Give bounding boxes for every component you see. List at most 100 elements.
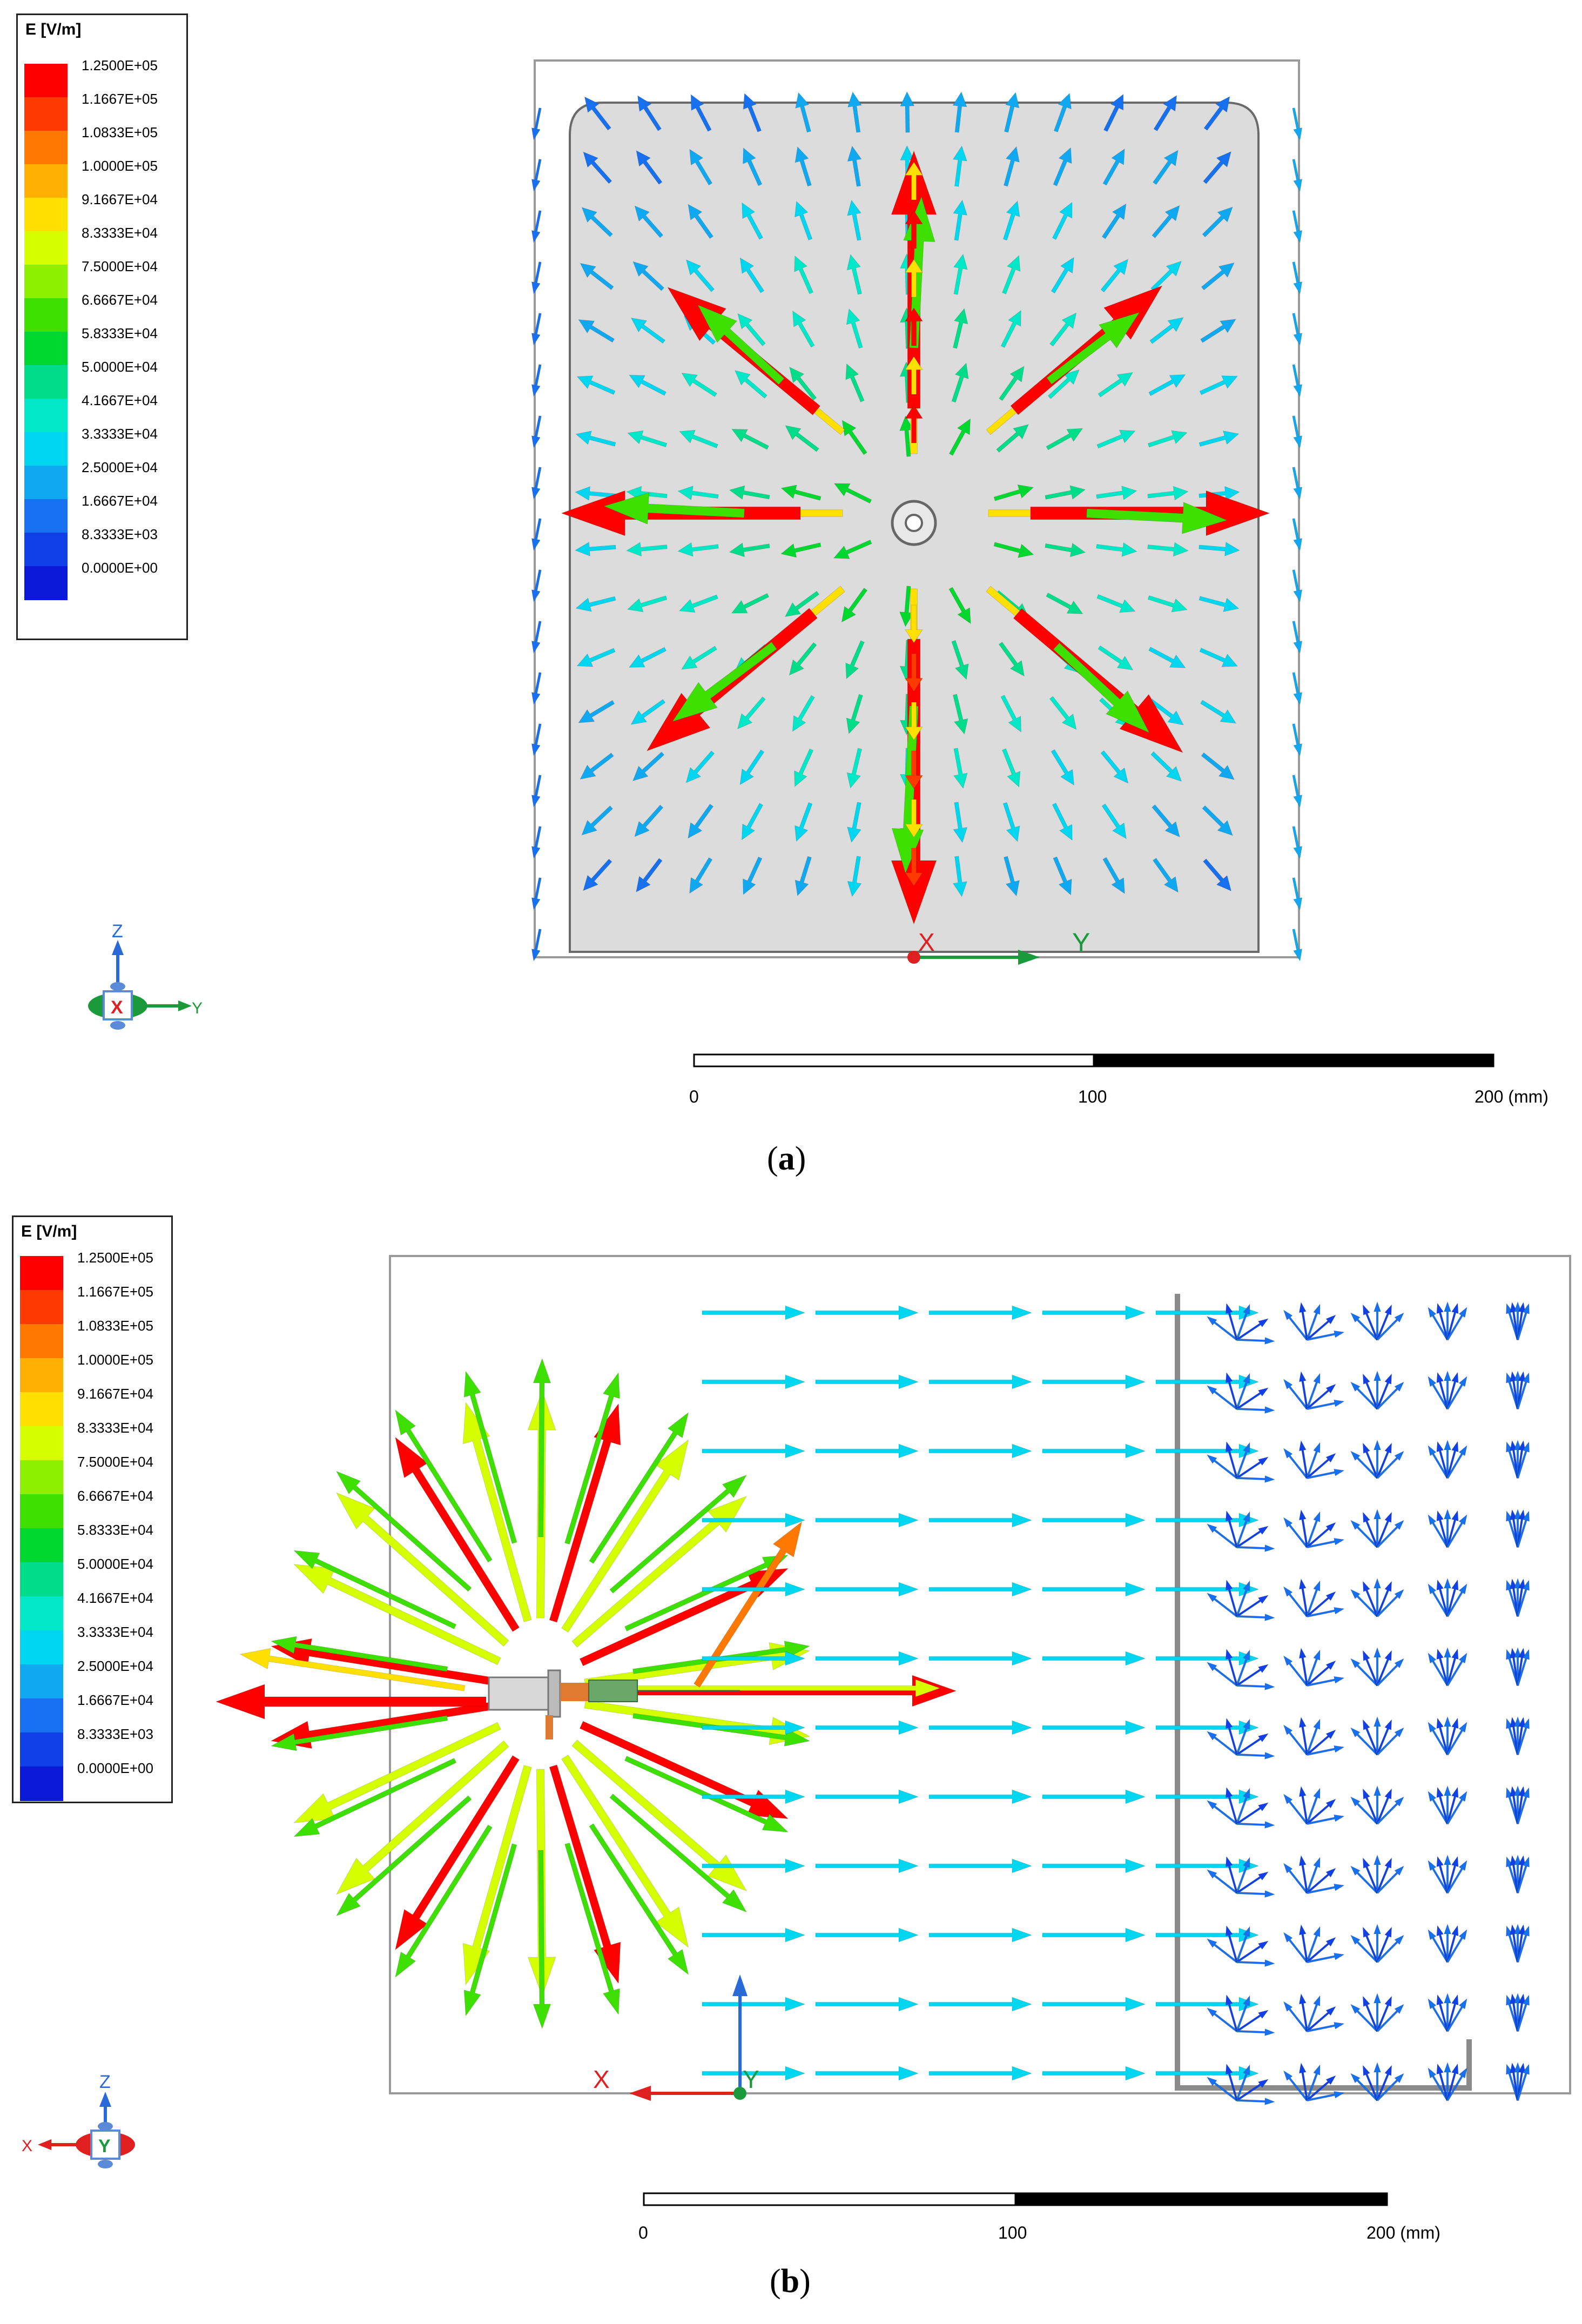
- field-arrow: [1376, 1580, 1392, 1617]
- field-arrow: [335, 1740, 509, 1895]
- field-arrow: [928, 1789, 1033, 1804]
- field-arrow: [1236, 2079, 1269, 2102]
- field-arrow: [1225, 1648, 1238, 1687]
- field-arrow: [1446, 1302, 1459, 1341]
- plate-outline: [1175, 1294, 1472, 2091]
- field-arrow: [1436, 1717, 1449, 1756]
- field-arrow: [628, 647, 667, 668]
- field-arrow: [951, 640, 969, 680]
- scalebar-label-200: 200 (mm): [1366, 2223, 1440, 2242]
- field-arrow: [1373, 1577, 1382, 1617]
- field-arrow: [1510, 1509, 1519, 1548]
- legend-tick-label: 5.0000E+04: [77, 1556, 153, 1572]
- field-arrow: [1292, 108, 1303, 141]
- legend-swatch: [20, 1732, 63, 1767]
- field-arrow: [1206, 1800, 1238, 1825]
- field-arrow: [847, 145, 862, 187]
- field-arrow: [1436, 1372, 1449, 1410]
- field-arrow: [1298, 1993, 1309, 2032]
- field-arrow: [1436, 1302, 1449, 1341]
- field-arrow: [1202, 206, 1233, 238]
- field-arrow: [1292, 775, 1303, 808]
- field-arrow: [1046, 312, 1140, 385]
- field-arrow: [1373, 1301, 1382, 1340]
- field-arrow: [1235, 2064, 1250, 2101]
- field-arrow: [1201, 262, 1235, 291]
- field-arrow: [1306, 1798, 1337, 1825]
- field-arrow: [1199, 596, 1240, 612]
- field-arrow: [1049, 696, 1077, 730]
- field-arrow: [928, 1927, 1033, 1943]
- field-arrow: [702, 1582, 806, 1597]
- field-arrow: [1350, 1520, 1379, 1549]
- field-arrow: [395, 1824, 493, 1978]
- field-arrow: [739, 257, 765, 293]
- field-arrow: [1235, 1441, 1250, 1479]
- field-arrow: [1373, 1508, 1382, 1548]
- field-arrow: [1283, 1655, 1309, 1687]
- field-arrow: [395, 1436, 520, 1632]
- field-arrow: [1428, 1306, 1449, 1341]
- field-arrow: [1199, 541, 1240, 557]
- field-arrow: [953, 253, 968, 295]
- field-arrow: [833, 539, 872, 559]
- field-arrow: [1362, 1649, 1379, 1687]
- field-arrow: [1236, 2097, 1276, 2106]
- field-arrow: [580, 263, 614, 291]
- field-arrow: [928, 1651, 1033, 1666]
- color-legend: E [V/m] 1.2500E+05 1.1667E+05 1.0833E+05 1.…: [16, 14, 188, 640]
- field-arrow: [1298, 1716, 1309, 1755]
- field-arrow: [531, 467, 542, 500]
- field-arrow: [1236, 1890, 1276, 1898]
- field-arrow: [1236, 1595, 1269, 1618]
- legend-tick-label: 5.8333E+04: [82, 325, 158, 341]
- field-arrow: [1510, 1440, 1519, 1479]
- field-arrow: [815, 1374, 919, 1389]
- field-arrow: [1376, 1718, 1392, 1756]
- legend-tick-label: 1.6667E+04: [77, 1692, 153, 1708]
- field-arrow: [1000, 695, 1022, 733]
- field-arrow: [905, 210, 923, 249]
- legend-tick-label: 5.8333E+04: [77, 1522, 153, 1538]
- field-arrow: [578, 700, 615, 723]
- field-arrow: [1042, 1720, 1146, 1735]
- field-arrow: [1510, 1716, 1519, 1755]
- field-arrow: [1376, 1511, 1392, 1548]
- legend-tick-label: 8.3333E+03: [82, 526, 158, 542]
- field-arrow: [1235, 1787, 1250, 1825]
- field-arrow: [1200, 319, 1236, 343]
- field-arrow: [905, 162, 923, 200]
- field-arrow: [1305, 1856, 1321, 1894]
- field-arrow: [1510, 2062, 1519, 2101]
- field-arrow: [626, 542, 668, 557]
- field-arrow: [1436, 1441, 1449, 1479]
- scalebar-label-100: 100: [998, 2223, 1027, 2242]
- model-axis-origin-label: X: [918, 928, 935, 956]
- field-arrow: [624, 1756, 789, 1833]
- field-arrow: [1446, 1786, 1459, 1825]
- field-arrow: [842, 420, 867, 455]
- field-arrow: [1235, 1925, 1250, 1963]
- field-arrow: [1292, 672, 1303, 706]
- legend-swatch: [24, 64, 68, 98]
- field-arrow: [531, 518, 542, 552]
- field-arrow: [899, 586, 914, 628]
- field-arrow: [996, 424, 1029, 453]
- field-arrow: [1307, 1537, 1345, 1549]
- field-arrow: [1042, 1305, 1146, 1320]
- field-arrow: [589, 1412, 689, 1564]
- field-arrow: [270, 1715, 448, 1751]
- field-arrow: [1306, 1937, 1337, 1964]
- field-arrow: [1516, 1441, 1530, 1479]
- field-arrow: [847, 199, 861, 241]
- field-arrow: [1373, 1785, 1382, 1824]
- field-arrow: [1206, 1869, 1238, 1895]
- field-arrow: [564, 1372, 620, 1545]
- legend-swatch: [24, 265, 68, 299]
- field-arrow: [928, 1443, 1033, 1459]
- field-arrow: [1236, 1664, 1269, 1687]
- legend-swatch: [24, 432, 68, 466]
- field-arrow: [905, 702, 923, 741]
- field-arrow: [1428, 1790, 1449, 1825]
- field-arrow: [677, 486, 719, 501]
